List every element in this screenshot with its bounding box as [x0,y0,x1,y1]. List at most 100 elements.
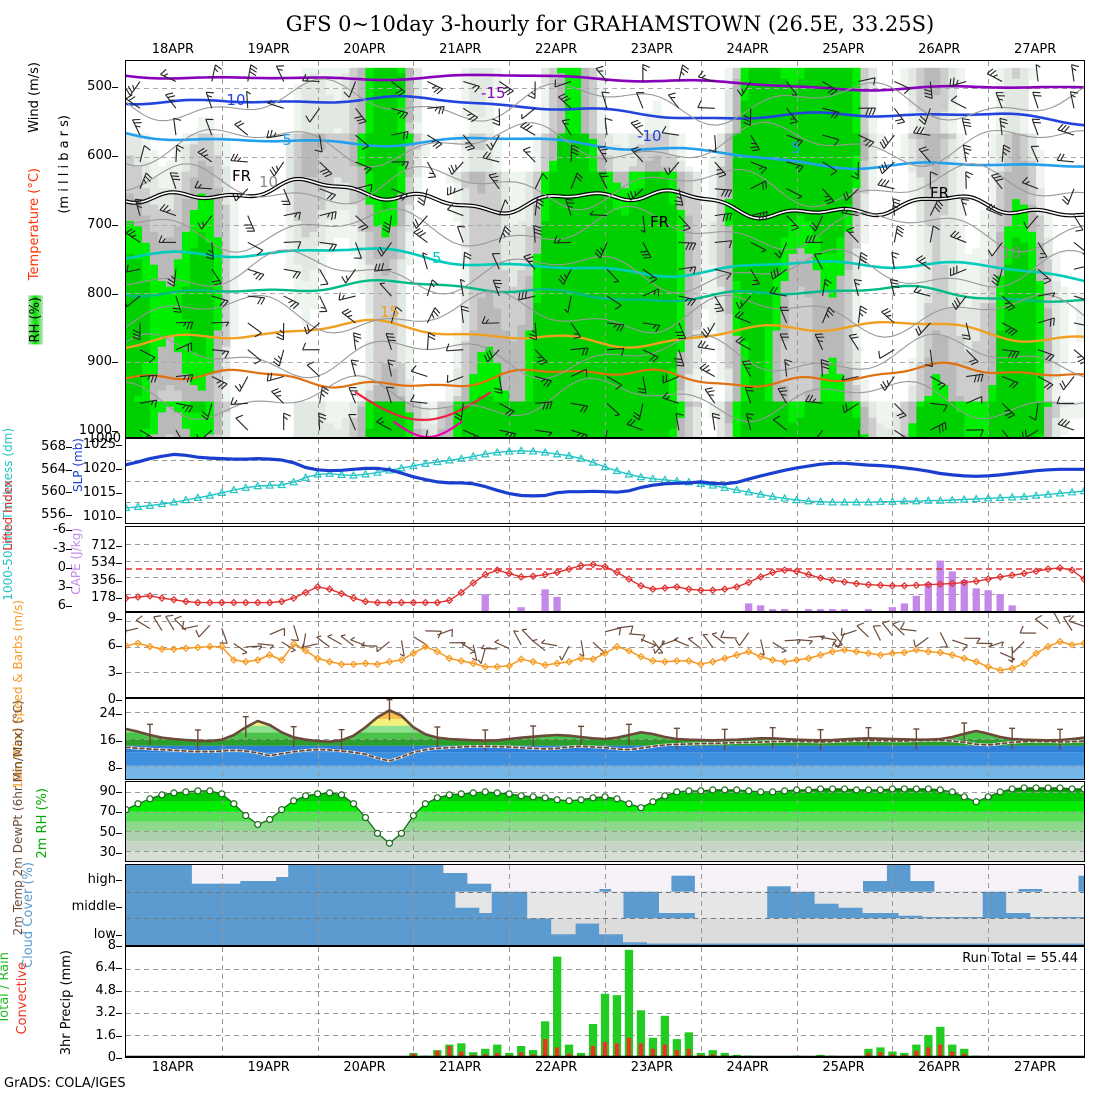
axis-tick [116,968,122,970]
rh2m-label: 2m RH (%) [35,788,50,859]
axis-tick-label: 3 [57,579,66,595]
contour-label: 15 [380,303,399,321]
date-label: 22APR [534,42,578,57]
cloud-cover-label: Cloud Cover (%) [21,862,36,968]
axis-tick [66,587,72,589]
axis-tick-label: 1020 [82,461,116,477]
lifted-index-y-ticks: -6 -3 0 3 6 [26,520,72,616]
contour-label: FR [232,167,251,185]
axis-tick [116,741,122,742]
contour-label: 5 [432,249,442,267]
axis-tick [116,879,122,881]
axis-tick [116,1035,122,1037]
axis-tick-label: 568 [41,438,66,454]
axis-tick-label: -3 [53,540,66,556]
upperair-temp-label: Temperature (°C) [27,168,42,281]
rh2m-panel[interactable] [125,781,1085,862]
axis-tick [116,563,122,565]
date-label: 21APR [439,1060,482,1075]
axis-tick [112,87,118,89]
contour-label: FR [930,184,949,202]
rh2m-y-ticks: 90 70 50 30 [86,782,122,862]
axis-tick-label: 1000 [78,423,112,439]
axis-tick-label: 700 [87,216,112,232]
axis-tick-label: 6.4 [95,960,116,976]
axis-tick [66,568,72,569]
wind10m-panel[interactable] [125,612,1085,698]
axis-tick-label: 9 [107,610,116,626]
contour-label: 5 [791,139,801,157]
axis-tick [116,545,122,547]
axis-tick-label: 3.2 [95,1005,116,1021]
axis-tick [116,469,122,471]
axis-tick [116,768,122,770]
contour-label: 10 [1002,244,1021,262]
axis-tick-label: 500 [87,79,112,95]
axis-tick-label: 50 [99,824,116,840]
slp-thickness-panel[interactable] [125,438,1085,524]
axis-tick-label: 556 [41,507,66,523]
axis-tick [66,529,72,531]
temp2m-y-ticks: 24 16 8 [86,700,122,780]
date-label: 21APR [439,42,482,57]
date-label: 23APR [630,1060,674,1075]
top-date-axis: 18APR 19APR 20APR 21APR 22APR 23APR 24APR 25APR… [125,42,1085,60]
axis-tick [116,445,122,447]
date-label: 19APR [247,1060,290,1075]
axis-tick [116,1058,122,1059]
axis-tick-label: 8 [107,938,116,953]
axis-tick [116,990,122,992]
precip-total-label: Total / Rain [0,952,12,1024]
run-total-label: Run Total = 55.44 [962,951,1078,966]
contour-label: -15 [481,84,506,102]
axis-tick [116,907,122,908]
axis-tick [116,619,122,620]
temp2m-panel[interactable] [125,698,1085,780]
axis-tick [66,548,72,550]
date-label: 25APR [822,1060,865,1075]
axis-tick-label: 16 [99,733,116,748]
date-label: 26APR [918,1060,961,1075]
axis-tick-label: 1025 [82,437,116,453]
axis-tick [116,792,122,794]
precip-panel[interactable]: Run Total = 55.44 [125,946,1085,1058]
axis-tick-label: 534 [91,555,116,571]
bottom-date-axis: 18APR 19APR 20APR 21APR 22APR 23APR 24APR 25APR… [125,1060,1085,1080]
axis-tick-label: 0 [57,560,66,575]
axis-tick-label: 564 [41,461,66,477]
date-label: 26APR [918,42,961,57]
axis-tick-label: 600 [87,148,112,164]
axis-tick-label: 900 [87,354,112,370]
axis-tick-label: 356 [91,572,116,588]
axis-tick-label: 4.8 [95,982,116,998]
date-label: 24APR [726,42,769,57]
axis-tick-label: 24 [99,705,116,721]
upperair-y-ticks: 500 600 700 800 900 1000 [70,60,118,440]
date-label: 23APR [630,42,674,57]
axis-tick-label: 800 [87,285,112,301]
axis-tick-label: 90 [99,784,116,800]
axis-tick [116,852,122,854]
date-label: 18APR [151,42,195,57]
cloud-y-ticks: high middle low [62,866,122,946]
slp-y-ticks: 1025 1020 1015 1010 [83,437,122,524]
precip-convective-label: Convective [15,962,30,1035]
axis-tick-label: low [93,926,116,942]
date-label: 25APR [822,42,865,57]
axis-tick-label: 3 [107,665,116,680]
axis-tick-label: 8 [107,760,116,776]
axis-tick [116,812,122,814]
upper-air-panel[interactable]: -15 -10 -10 -5 5 5 10 10 15 FR FR FR [125,60,1085,438]
axis-tick-label: 6 [107,638,116,653]
contour-label: -5 [277,131,292,149]
axis-tick [116,1013,122,1015]
axis-tick-label: 1015 [82,484,116,500]
stability-panel[interactable] [125,526,1085,612]
axis-tick [112,362,118,364]
axis-tick-label: 6 [57,598,66,614]
axis-tick-label: -6 [53,521,66,537]
axis-tick-label: 1010 [82,508,116,524]
cloud-cover-panel[interactable] [125,864,1085,946]
date-label: 20APR [343,1060,386,1075]
axis-tick [112,431,118,433]
